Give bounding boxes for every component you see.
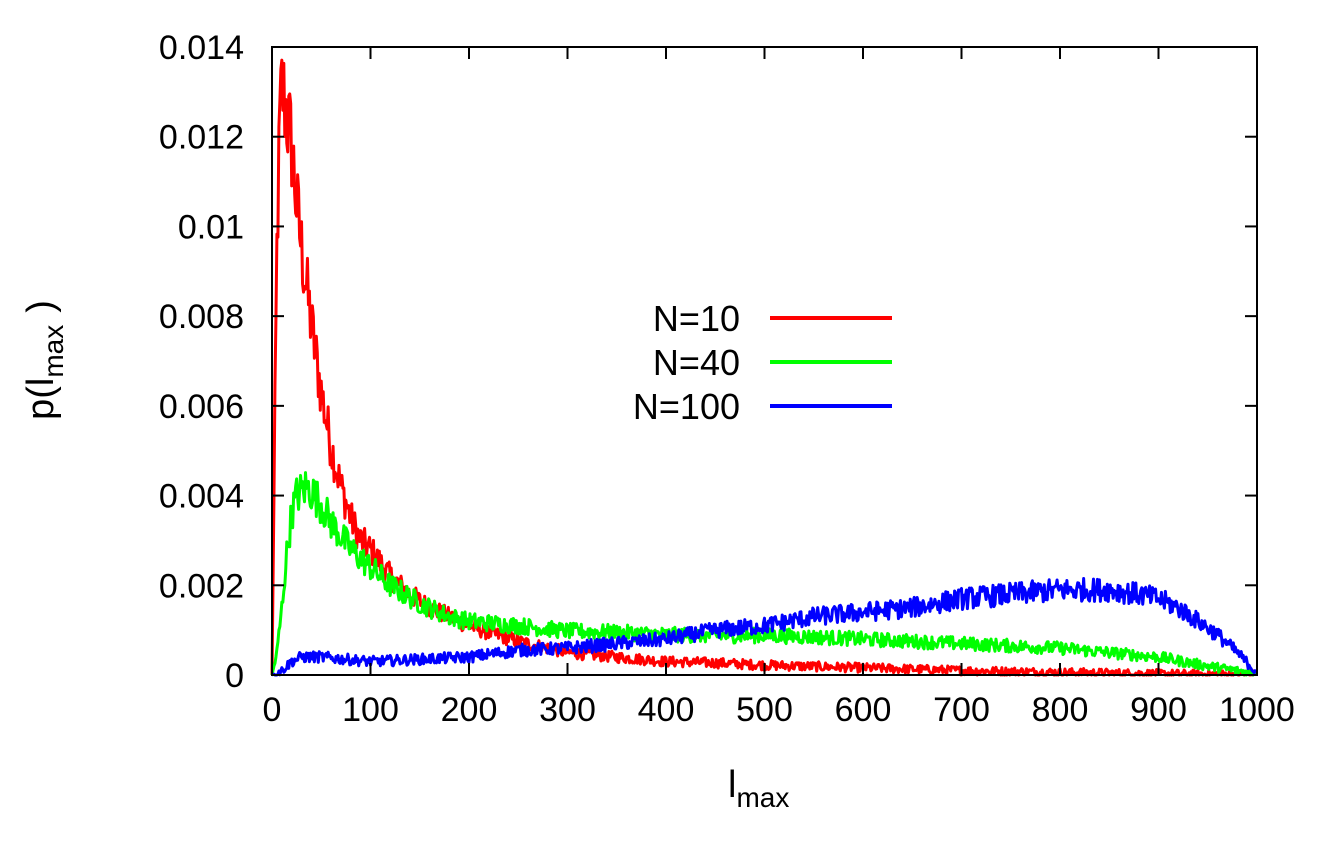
series-line-n-100	[271, 577, 1259, 677]
y-tick-label: 0.008	[159, 298, 244, 336]
x-tick-label: 0	[263, 691, 282, 729]
x-tick-label: 1000	[1219, 691, 1295, 729]
y-axis-label-suffix: )	[20, 300, 62, 313]
y-axis-label-prefix: p(l	[20, 378, 62, 420]
legend: N=10N=40N=100	[633, 298, 892, 427]
y-tick-label: 0	[225, 657, 244, 695]
y-axis-label-sub: max	[38, 325, 69, 378]
ticks-layer	[271, 46, 1258, 676]
y-tick-label: 0.01	[178, 208, 244, 246]
y-tick-label: 0.002	[159, 567, 244, 605]
x-tick-label: 300	[539, 691, 596, 729]
x-tick-labels: 0 100 200 300 400 500 600 700 800 900 1000	[263, 691, 1295, 729]
x-tick-label: 700	[933, 691, 990, 729]
x-tick-label: 400	[638, 691, 695, 729]
y-tick-label: 0.006	[159, 388, 244, 426]
x-tick-label: 200	[441, 691, 498, 729]
legend-label: N=100	[633, 386, 740, 427]
x-axis-label: lmax	[728, 764, 789, 813]
x-axis-label-main: l	[728, 764, 736, 806]
y-tick-label: 0.004	[159, 478, 244, 516]
x-tick-label: 100	[342, 691, 399, 729]
y-tick-labels: 0 0.002 0.004 0.006 0.008 0.01 0.012 0.014	[159, 29, 244, 695]
x-tick-label: 900	[1130, 691, 1187, 729]
legend-label: N=10	[653, 298, 740, 339]
x-axis-label-sub: max	[736, 782, 789, 813]
y-axis-label: p(lmax)	[20, 300, 69, 420]
legend-label: N=40	[653, 342, 740, 383]
x-tick-label: 500	[736, 691, 793, 729]
y-tick-label: 0.012	[159, 119, 244, 157]
x-tick-label: 800	[1032, 691, 1089, 729]
x-tick-label: 600	[835, 691, 892, 729]
y-tick-label: 0.014	[159, 29, 244, 67]
